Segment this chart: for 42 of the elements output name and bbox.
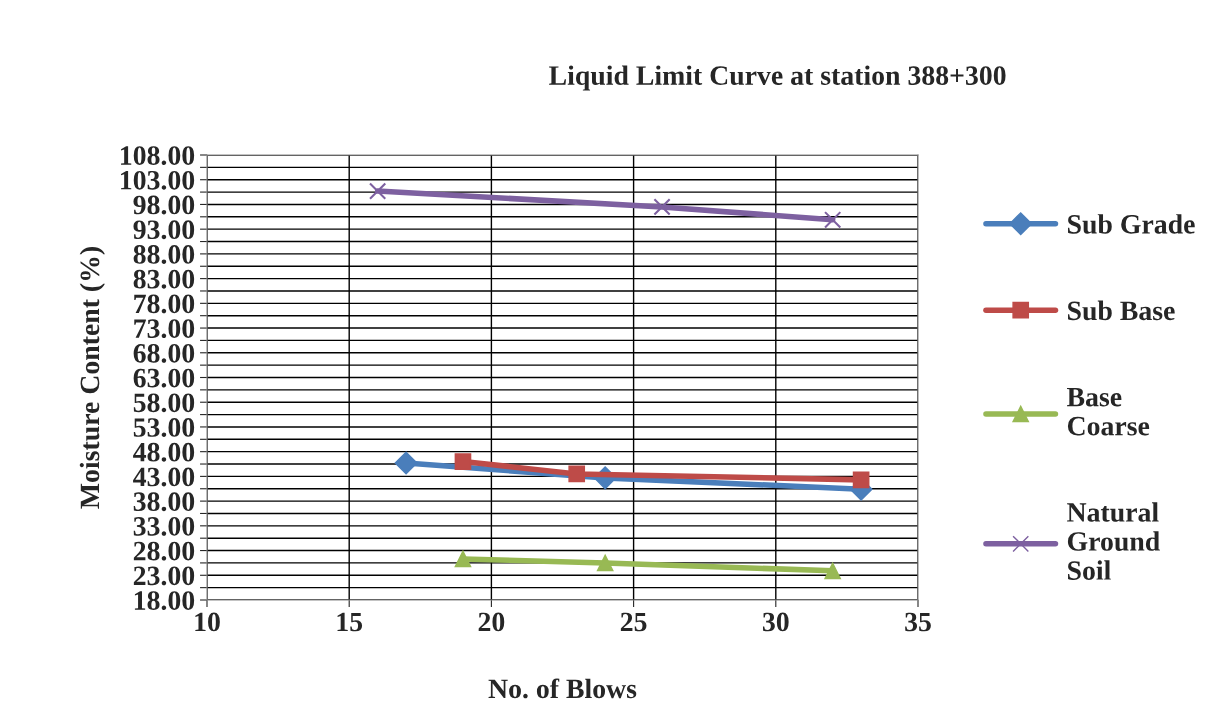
chart-title: Liquid Limit Curve at station 388+300: [549, 65, 1006, 91]
x-axis-title: No. of Blows: [488, 678, 637, 699]
point: [568, 465, 586, 483]
y-tick-label: 73.00: [134, 319, 195, 339]
y-tick-label: 78.00: [134, 294, 195, 314]
y-tick-label: 93.00: [133, 220, 195, 240]
y-tick-label: 58.00: [133, 393, 195, 413]
x-tick-label: 25: [620, 612, 647, 632]
legend-label: Sub Grade: [1068, 214, 1195, 234]
y-tick-label: 28.00: [133, 541, 195, 561]
point: [454, 550, 472, 568]
y-tick-label: 88.00: [133, 245, 195, 264]
y-tick-label: 23.00: [133, 566, 195, 586]
x-tick-label: 15: [337, 612, 363, 632]
y-tick-label: 68.00: [133, 343, 195, 363]
y-tick-label: 83.00: [133, 269, 195, 289]
y-tick-label: 43.00: [133, 467, 195, 487]
y-tick-label: 53.00: [133, 418, 195, 437]
y-tick-label: 48.00: [133, 442, 195, 462]
point: [653, 198, 671, 216]
point: [852, 471, 870, 489]
x-tick-label: 30: [762, 612, 789, 632]
y-tick-label: 33.00: [133, 517, 195, 536]
legend-label: Base Coarse: [1067, 387, 1150, 436]
legend-label: Sub Base: [1068, 300, 1175, 321]
point: [824, 562, 842, 580]
point: [394, 451, 418, 475]
y-tick-label: 98.00: [133, 195, 195, 215]
y-tick-label: 18.00: [134, 591, 195, 611]
point: [824, 211, 842, 229]
y-tick-label: 108.00: [121, 146, 195, 166]
x-tick-label: 35: [905, 612, 931, 632]
point: [368, 182, 387, 200]
x-tick-label: 20: [478, 612, 505, 632]
x-tick-label: 10: [195, 612, 220, 632]
legend-label: Natural Ground Soil: [1067, 502, 1160, 580]
y-axis-title: Moisture Content (%): [79, 247, 105, 509]
point: [596, 554, 614, 572]
y-tick-label: 103.00: [121, 170, 195, 190]
y-tick-label: 38.00: [133, 492, 195, 512]
y-tick-label: 63.00: [133, 368, 195, 388]
point: [454, 453, 472, 470]
